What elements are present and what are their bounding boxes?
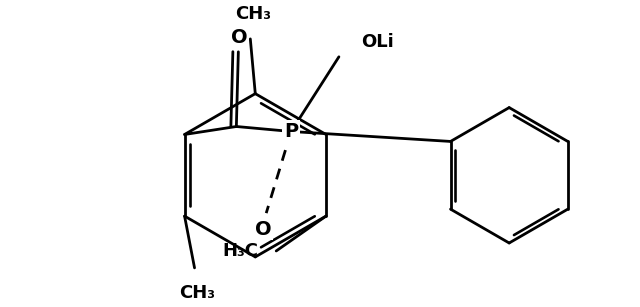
Text: OLi: OLi (361, 33, 394, 51)
Text: CH₃: CH₃ (236, 5, 271, 23)
Text: O: O (255, 220, 271, 239)
Text: P: P (284, 122, 298, 141)
Text: CH₃: CH₃ (180, 284, 216, 302)
Text: O: O (231, 28, 248, 47)
Text: H₃C: H₃C (222, 242, 259, 260)
